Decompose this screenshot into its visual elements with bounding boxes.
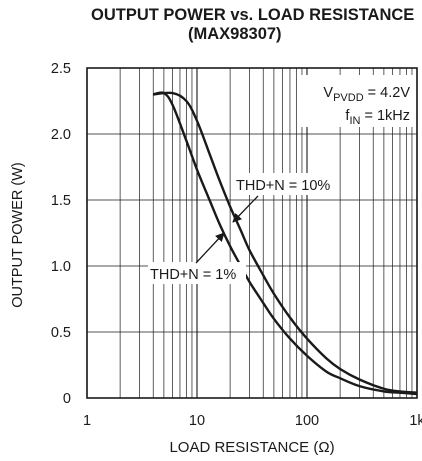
- series-group: [152, 91, 418, 396]
- y-tick-label: 2.0: [51, 127, 71, 143]
- arrow-thd1: [195, 232, 225, 264]
- label-thd10: THD+N = 10%: [236, 178, 330, 194]
- series-line-thd10: [153, 91, 418, 394]
- y-tick-label: 2.5: [51, 61, 71, 77]
- label-thd1: THD+N = 1%: [150, 267, 236, 283]
- chart-title-line2: (MAX98307): [188, 25, 282, 43]
- tick-labels: 1 10 100 1k 0 0.5 1.0 1.5 2.0 2.5: [51, 61, 422, 429]
- y-tick-label: 0.5: [51, 325, 71, 341]
- plot-frame: [86, 67, 418, 399]
- x-tick-label: 10: [189, 413, 205, 429]
- condition-fin: fIN = 1kHz: [345, 108, 410, 127]
- arrow-thd10: [232, 195, 259, 223]
- x-tick-label: 1k: [409, 413, 422, 429]
- y-axis-label: OUTPUT POWER (W): [10, 162, 26, 308]
- y-tick-label: 1.0: [51, 259, 71, 275]
- series-line-thd1: [152, 91, 418, 396]
- x-tick-label: 1: [83, 413, 91, 429]
- x-axis-label: LOAD RESISTANCE (Ω): [169, 439, 334, 456]
- y-tick-label: 0: [63, 391, 71, 407]
- y-tick-label: 1.5: [51, 193, 71, 209]
- conditions-background: [300, 75, 414, 127]
- label-background-thd1: [148, 262, 246, 284]
- x-tick-label: 100: [295, 413, 319, 429]
- label-background-thd10: [234, 173, 338, 195]
- chart-title-line1: OUTPUT POWER vs. LOAD RESISTANCE: [91, 6, 415, 24]
